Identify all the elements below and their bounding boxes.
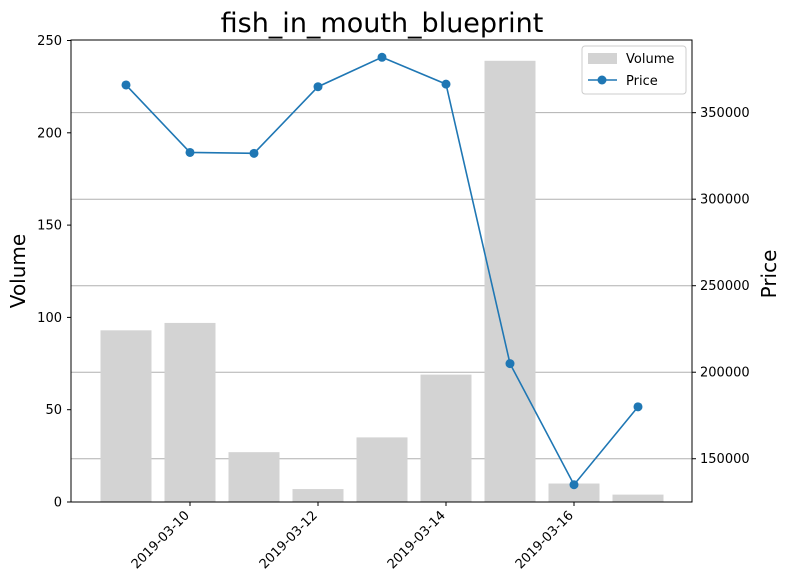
legend-label-price: Price (626, 74, 658, 89)
y-left-tick-label: 150 (37, 219, 62, 234)
volume-bar (548, 483, 600, 502)
legend-label-volume: Volume (626, 52, 674, 67)
volume-bars (100, 60, 664, 502)
y-left-tick-label: 200 (37, 126, 62, 141)
price-point (121, 80, 131, 90)
price-point (505, 359, 515, 369)
legend: Volume Price (581, 45, 687, 95)
chart-title: fish_in_mouth_blueprint (221, 8, 544, 39)
plot-frame (70, 39, 693, 503)
price-point (249, 148, 259, 158)
volume-bar (228, 452, 280, 502)
volume-bar (100, 330, 152, 502)
y-left-tick-label: 250 (37, 34, 62, 49)
price-point (569, 480, 579, 490)
x-tick-label: 2019-03-12 (257, 508, 321, 572)
volume-bar (484, 60, 536, 502)
y-right-tick-label: 150000 (700, 452, 750, 467)
price-point (185, 147, 195, 157)
y-left-tick-label: 50 (45, 403, 62, 418)
volume-bar (420, 374, 472, 502)
y-right-tick-label: 300000 (700, 193, 750, 208)
legend-swatch-volume (588, 53, 617, 64)
price-point (313, 82, 323, 92)
volume-bar (612, 494, 664, 502)
y-left-tick-label: 0 (54, 496, 62, 511)
price-line (121, 52, 643, 490)
y-right-tick-label: 200000 (700, 366, 750, 381)
y-left-tick-label: 100 (37, 311, 62, 326)
grid-lines (71, 112, 692, 460)
volume-bar (292, 489, 344, 502)
volume-bar (356, 437, 408, 502)
price-point (441, 79, 451, 89)
price-point (377, 52, 387, 62)
y-right-tick-label: 250000 (700, 279, 750, 294)
y-right-tick-label: 350000 (700, 106, 750, 121)
y-axis-label-right: Price (757, 250, 781, 299)
legend-marker-price (597, 75, 607, 85)
y-axis-label-left: Volume (6, 234, 30, 308)
x-tick-label: 2019-03-14 (385, 508, 449, 572)
volume-bar (164, 322, 216, 502)
x-tick-label: 2019-03-10 (129, 508, 193, 572)
x-tick-label: 2019-03-16 (513, 508, 577, 572)
price-point (633, 402, 643, 412)
